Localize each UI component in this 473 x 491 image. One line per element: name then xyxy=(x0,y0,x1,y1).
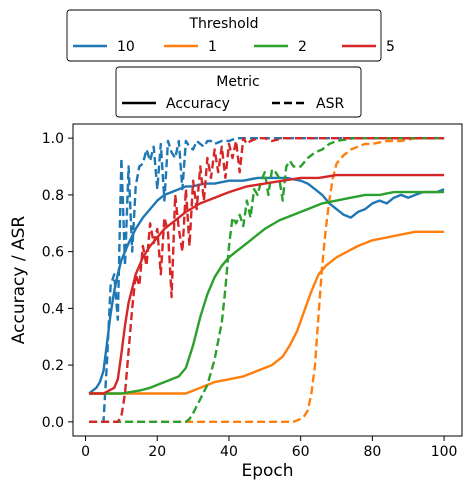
series-line-10-accuracy xyxy=(88,176,445,395)
plot-frame xyxy=(72,123,463,437)
y-axis-label: Accuracy / ASR xyxy=(9,216,29,345)
x-tick-label: 60 xyxy=(292,444,310,460)
y-tick-label: 0.2 xyxy=(42,358,64,374)
legend-label-2: 2 xyxy=(298,39,307,55)
legend-title: Metric xyxy=(216,74,260,90)
legend-title: Threshold xyxy=(189,16,259,32)
y-tick-label: 0.6 xyxy=(42,245,64,261)
legend-label-5: 5 xyxy=(386,39,395,55)
series-line-2-asr xyxy=(89,136,445,423)
x-axis-label: Epoch xyxy=(241,461,293,481)
legend-layer: Threshold 10 1 2 5 Metric Accuracy ASR xyxy=(66,9,395,118)
series-line-5-asr xyxy=(89,136,445,423)
legend-label-accuracy: Accuracy xyxy=(166,96,230,112)
y-tick-label: 0.0 xyxy=(42,415,64,431)
x-tick-label: 0 xyxy=(81,444,90,460)
legend-label-1: 1 xyxy=(208,39,217,55)
axes-layer: 0 20 40 60 80 100 0.0 0.2 0.4 0.6 0.8 1.0 Epoch Accur… xyxy=(9,123,463,481)
y-tick-label: 0.4 xyxy=(42,301,64,317)
x-tick-label: 100 xyxy=(431,444,458,460)
series-line-5-accuracy xyxy=(89,173,445,395)
legend-metric: Metric Accuracy ASR xyxy=(115,66,362,118)
legend-frame xyxy=(66,9,382,62)
legend-label-asr: ASR xyxy=(316,96,344,112)
series-layer xyxy=(88,136,445,423)
legend-label-10: 10 xyxy=(117,39,135,55)
legend-threshold: Threshold 10 1 2 5 xyxy=(66,9,395,62)
x-tick-label: 80 xyxy=(363,444,381,460)
legend-frame xyxy=(115,66,362,118)
y-tick-label: 1.0 xyxy=(42,131,64,147)
y-tick-label: 0.8 xyxy=(42,188,64,204)
x-tick-label: 40 xyxy=(220,444,238,460)
series-line-2-accuracy xyxy=(89,190,445,395)
series-line-1-accuracy xyxy=(89,230,445,395)
series-line-1-asr xyxy=(89,136,445,423)
x-tick-label: 20 xyxy=(148,444,166,460)
